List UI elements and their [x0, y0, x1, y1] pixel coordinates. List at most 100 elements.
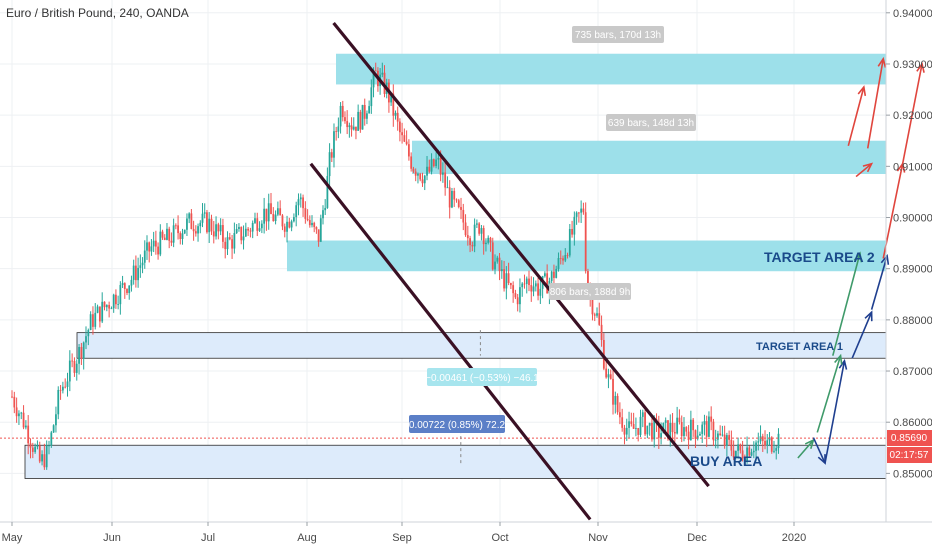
candle [398, 118, 401, 142]
candle-body [370, 87, 373, 107]
candle [279, 200, 282, 216]
candle [446, 176, 449, 189]
candle-body [328, 152, 331, 177]
candle-body [398, 121, 401, 133]
candle [73, 357, 76, 377]
candle [423, 174, 426, 191]
candle [288, 217, 291, 229]
candle [157, 242, 159, 260]
candle [78, 344, 80, 375]
measure-tag-negative: −0.00461 (−0.53%) −46.1 [425, 368, 539, 386]
x-tick-label: May [2, 532, 23, 544]
candle-body [319, 218, 322, 242]
candle-body [115, 294, 117, 305]
candle-body [87, 329, 90, 337]
candle-body [394, 112, 397, 116]
candle-body [512, 285, 515, 294]
candle-body [777, 433, 780, 449]
candle [525, 276, 528, 294]
candle [168, 226, 171, 249]
time-axis[interactable]: May Jun Jul Aug Sep Oct Nov Dec 2020 [0, 521, 932, 544]
candle [352, 117, 355, 131]
candle-body [337, 126, 340, 132]
candle-body [582, 208, 585, 213]
candle [530, 276, 533, 302]
candle-body [265, 208, 268, 222]
candle [641, 409, 644, 428]
candle [350, 117, 353, 137]
candle-body [723, 434, 726, 446]
candle [43, 443, 46, 470]
candle-body [206, 212, 208, 233]
candle-body [333, 131, 335, 158]
candle [163, 234, 166, 241]
candle [519, 278, 521, 313]
candle-body [521, 283, 524, 288]
candle [233, 222, 236, 254]
zones [24, 53, 887, 479]
candle-body [575, 212, 578, 217]
candle-body [653, 419, 656, 440]
candle-body [673, 431, 676, 434]
candle-body [680, 422, 683, 437]
candle [487, 235, 490, 245]
candle-body [543, 273, 546, 277]
candle-body [208, 218, 211, 233]
candle-body [126, 288, 128, 293]
candle-body [29, 443, 32, 448]
candle [412, 166, 415, 174]
y-tick-label: 0.90000 [893, 213, 932, 225]
candle-body [732, 450, 735, 458]
candle [457, 198, 460, 209]
arrow-head [838, 358, 848, 370]
candle-body [748, 447, 751, 456]
candle-body [480, 228, 483, 234]
candle-body [383, 72, 386, 94]
candle-body [417, 173, 419, 176]
chart-title: Euro / British Pound, 240, OANDA [6, 6, 189, 20]
candle-body [357, 111, 360, 131]
candle-body [694, 430, 697, 439]
candle [628, 411, 630, 438]
candle-body [671, 422, 674, 432]
candle [498, 253, 501, 281]
arrow-blue-2 [870, 253, 890, 310]
countdown-text: 02:17:57 [890, 450, 929, 461]
candle-body [396, 112, 399, 122]
candle [201, 203, 204, 228]
arrow-red-5 [901, 62, 925, 164]
candle-body [286, 221, 288, 232]
candle [451, 187, 453, 209]
candle-body [426, 166, 428, 176]
arrow-shaft [870, 255, 888, 310]
price-axis[interactable]: 0.94000 0.93000 0.92000 0.91000 0.90000 0.890… [885, 0, 932, 522]
candle-body [270, 203, 272, 215]
candle [82, 341, 85, 370]
candle [600, 315, 603, 347]
candle-body [644, 412, 646, 435]
candle-body [302, 197, 304, 209]
candle-body [242, 236, 245, 241]
candle [612, 368, 614, 415]
candle [265, 208, 268, 231]
candle [444, 162, 447, 196]
candle-body [464, 222, 467, 236]
candle [584, 202, 587, 274]
candle [341, 100, 344, 122]
candle [543, 271, 546, 278]
candle [272, 207, 275, 222]
candle-body [177, 225, 179, 234]
candle [764, 430, 766, 450]
x-tick-label: Jul [201, 532, 215, 544]
candle [359, 109, 362, 133]
candle [630, 412, 633, 427]
candle-body [516, 297, 519, 305]
candle-body [660, 433, 663, 438]
candle-body [368, 106, 371, 114]
candle [757, 432, 760, 451]
candle [260, 220, 263, 234]
candle [485, 238, 487, 252]
arrow-shaft [832, 253, 861, 356]
candle-body [119, 284, 122, 305]
candle-body [168, 228, 171, 241]
